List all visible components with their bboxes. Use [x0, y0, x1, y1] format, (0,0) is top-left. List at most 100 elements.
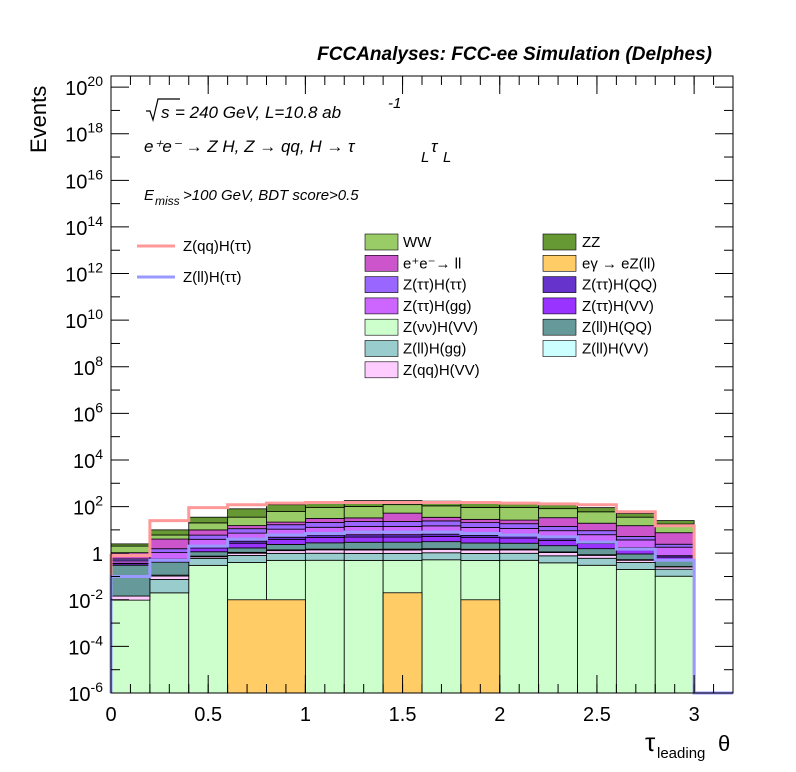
legend-label: Z(ll)H(gg): [403, 341, 466, 358]
y-tick-label: 1020: [65, 73, 103, 100]
legend-swatch: [364, 318, 399, 336]
bar: [304, 518, 345, 523]
bar: [149, 575, 190, 580]
bar: [538, 508, 578, 519]
x-tick-label: 2: [494, 704, 505, 726]
bar: [149, 579, 190, 594]
bar: [499, 552, 540, 561]
legend-label: ZZ: [582, 234, 600, 251]
bar: [266, 544, 306, 551]
legend-label: Z(ττ)H(gg): [403, 298, 472, 315]
bar: [304, 552, 345, 561]
y-tick-label: 10-4: [68, 632, 103, 659]
signal-lines: [109, 500, 733, 695]
legend-label: Z(ll)H(QQ): [582, 319, 652, 336]
bar: [499, 542, 540, 550]
bar: [149, 552, 190, 560]
annotation-cuts: E miss >100 GeV, BDT score>0.5: [144, 187, 359, 208]
sqrt-s: s: [161, 103, 170, 122]
x-tick-label: 1: [300, 704, 311, 726]
bar: [421, 505, 462, 518]
x-tick-label: 0.5: [194, 704, 222, 726]
bar: [227, 525, 267, 530]
bar: [654, 568, 695, 577]
bar: [538, 517, 578, 527]
bar: [343, 549, 384, 554]
legend-swatch: [364, 276, 399, 293]
legend-label: Z(νν)H(VV): [403, 319, 478, 336]
x-tick-label: 1.5: [389, 704, 417, 726]
x-tick-label: 0: [105, 704, 116, 726]
y-tick-label: 104: [73, 446, 103, 473]
bar: [654, 575, 695, 694]
cut-E: E: [144, 187, 155, 204]
y-tick-label: 108: [73, 353, 103, 380]
legend-swatch: [364, 255, 399, 272]
bar: [110, 545, 151, 554]
legend-label: Z(qq)H(VV): [403, 362, 480, 379]
legend-swatch: [542, 255, 577, 272]
bar: [615, 513, 656, 518]
bar: [149, 592, 190, 694]
bar: [343, 536, 384, 543]
bar: [499, 523, 540, 529]
bar: [421, 559, 462, 694]
bar: [304, 536, 345, 544]
bar: [615, 525, 656, 537]
y-tick-label: 1010: [65, 306, 103, 333]
bar: [538, 526, 578, 532]
stack-z-ll-h-gg-: [149, 552, 695, 594]
bar: [266, 524, 306, 530]
bar: [577, 543, 617, 550]
bar: [654, 546, 695, 557]
bar: [615, 553, 656, 561]
bar: [149, 548, 190, 554]
bar: [149, 529, 190, 536]
bar: [577, 530, 617, 536]
legend-label: e⁺e⁻→ ll: [403, 255, 461, 272]
legend-label: Z(qq)H(ττ): [183, 238, 252, 255]
bar: [538, 552, 578, 557]
bar: [188, 547, 229, 553]
process-sub1: L: [421, 149, 429, 166]
y-tick-label: 1018: [65, 120, 103, 147]
bar: [304, 559, 345, 694]
process-text: e⁺e⁻ → Z H, Z → qq, H → τ: [144, 137, 356, 156]
bar: [421, 536, 462, 543]
bar: [654, 543, 695, 548]
legend-swatch: [364, 340, 399, 357]
bar: [304, 522, 345, 528]
legend-swatch: [542, 297, 577, 315]
bar: [188, 564, 229, 694]
stack-z-ll-h-qq-: [110, 541, 695, 597]
x-label-tau: τ: [645, 727, 656, 757]
legend-label: eγ → eZ(ll): [582, 255, 655, 272]
bar: [421, 548, 462, 554]
bar: [421, 520, 462, 527]
bar: [266, 539, 306, 545]
bar: [460, 518, 501, 524]
y-tick-label: 106: [73, 399, 103, 426]
bar: [538, 539, 578, 547]
bar: [266, 504, 306, 512]
axes: 0 0.5 1 1.5 2 2.5 3 10-6 10-4 10-2 1 102 104 106 108 10…: [65, 73, 734, 726]
bar: [227, 542, 267, 549]
bar: [188, 529, 229, 536]
signal-z-qq-h-: [109, 500, 733, 695]
bar: [343, 541, 384, 550]
legend-label: Z(ll)H(VV): [582, 341, 649, 358]
y-tick-label: 10-2: [68, 586, 103, 613]
bar: [304, 542, 345, 550]
egamma-bar: [460, 599, 501, 694]
lumi-exponent: -1: [388, 95, 401, 112]
energy-lumi: = 240 GeV, L=10.8 ab: [175, 103, 341, 122]
bar: [654, 520, 695, 525]
bar: [460, 542, 501, 550]
bar: [615, 516, 656, 527]
legend-label: Z(ll)H(ττ): [183, 269, 242, 286]
bar: [188, 551, 229, 557]
bar: [499, 559, 540, 694]
bar: [577, 511, 617, 524]
bar: [499, 537, 540, 544]
